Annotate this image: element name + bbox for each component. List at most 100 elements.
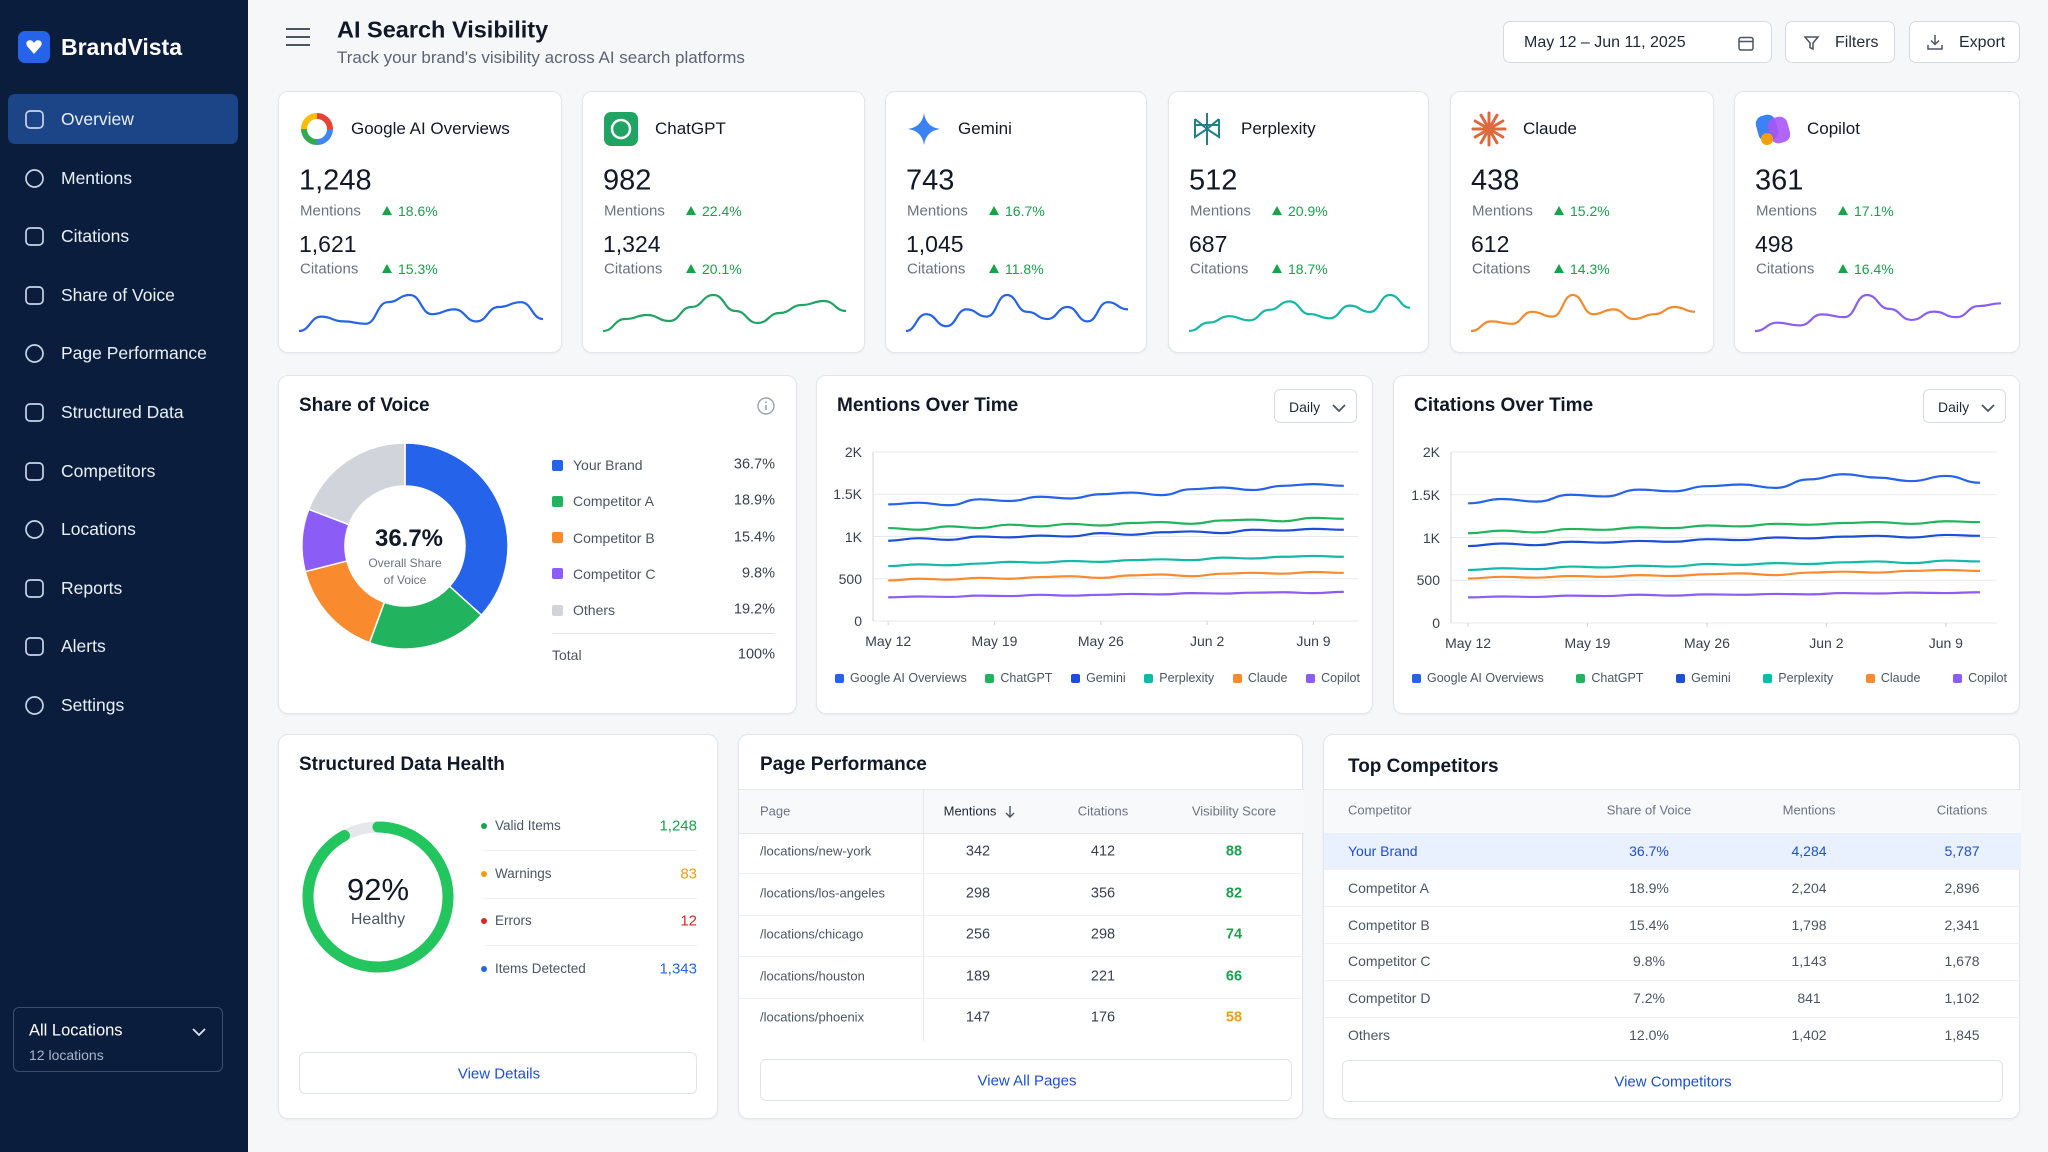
legend-item: Claude: [1865, 671, 1920, 685]
legend-swatch: [552, 459, 563, 471]
view-competitors-button[interactable]: View Competitors: [1342, 1060, 2003, 1102]
date-range-button[interactable]: May 12 – Jun 11, 2025: [1503, 21, 1772, 63]
icon-shape: [757, 397, 775, 415]
legend-swatch: [1763, 673, 1773, 683]
mentions-label: Mentions: [604, 202, 665, 220]
nav-item[interactable]: Citations: [8, 211, 238, 261]
nav-item[interactable]: Reports: [8, 563, 238, 613]
export-button[interactable]: Export: [1909, 21, 2020, 63]
citations-change: 11.8%: [1005, 260, 1044, 277]
filters-button[interactable]: Filters: [1785, 21, 1895, 63]
item-bullet: [481, 966, 487, 973]
info-icon: [757, 397, 775, 415]
triangle: [382, 264, 392, 273]
triangle: [1554, 206, 1564, 215]
mentions-change: 15.2%: [1570, 202, 1610, 219]
legend-value: 36.7%: [733, 456, 775, 473]
view-all-pages-button[interactable]: View All Pages: [760, 1059, 1292, 1101]
nav-label: Mentions: [61, 167, 133, 188]
nav-item[interactable]: Share of Voice: [8, 270, 238, 320]
legend-item: ChatGPT: [985, 671, 1052, 685]
divider: [484, 945, 697, 947]
logo-mark: [26, 40, 42, 54]
icon-shape: [1761, 133, 1773, 145]
series-line: [888, 554, 1344, 568]
legend-label: Google AI Overviews: [1427, 671, 1544, 685]
mentions-change: 20.9%: [1288, 202, 1328, 219]
series-line: [888, 590, 1344, 599]
legend-label: Gemini: [1086, 671, 1126, 685]
up-arrow: [382, 264, 392, 273]
up-arrow: [1554, 264, 1564, 273]
sparkline-line: [298, 293, 544, 333]
platform-name: Gemini: [958, 119, 1012, 139]
mentions-value: 512: [1189, 164, 1238, 197]
sparkline: [1188, 293, 1411, 333]
nav-icon: [25, 696, 44, 715]
table-cell: Competitor D: [1348, 990, 1431, 1007]
calendar-icon: [1738, 36, 1754, 51]
nav-item[interactable]: Competitors: [8, 446, 238, 496]
card-title: Share of Voice: [299, 395, 430, 417]
nav-icon: [25, 578, 44, 598]
card-title: Top Competitors: [1348, 756, 1499, 778]
table-cell: 74: [1225, 926, 1243, 943]
period-dropdown[interactable]: Daily: [1923, 389, 2006, 423]
mentions-change: 22.4%: [702, 202, 742, 219]
platform-name: Perplexity: [1241, 119, 1316, 139]
item-value: 83: [680, 865, 697, 883]
nav-item[interactable]: Mentions: [8, 153, 238, 203]
nav-icon: [25, 110, 44, 129]
filters-label: Filters: [1835, 33, 1879, 51]
nav-item[interactable]: Settings: [8, 680, 238, 730]
triangle: [1838, 206, 1848, 215]
donut-segment: [307, 442, 406, 526]
gauge-arc: [302, 821, 454, 973]
table-cell: 189: [965, 968, 991, 985]
legend-label: Competitor B: [573, 529, 655, 546]
view-details-button[interactable]: View Details: [299, 1052, 697, 1094]
nav-icon: [25, 285, 44, 305]
legend-swatch: [1232, 673, 1242, 683]
menu-icon: [286, 28, 310, 46]
logo-icon: [18, 31, 50, 63]
table-cell: 88: [1225, 843, 1243, 860]
top-competitors-card: Top Competitors Competitor Share of Voice M…: [1323, 734, 2021, 1119]
nav-label: Citations: [61, 226, 130, 247]
x-tick-label: May 19: [971, 632, 1018, 649]
nav-item[interactable]: Locations: [8, 504, 238, 554]
period-label: Daily: [1289, 398, 1321, 415]
citations-value: 498: [1755, 230, 1794, 257]
chevron-icon: [1981, 404, 1995, 413]
nav-item[interactable]: Overview: [8, 94, 238, 144]
y-tick-label: 1K: [1422, 529, 1440, 546]
donut-segment: [404, 442, 509, 617]
location-selector[interactable]: All Locations 12 locations: [13, 1007, 223, 1072]
legend-swatch: [1576, 673, 1586, 683]
table-cell: 298: [965, 885, 991, 902]
citations-label: Citations: [1756, 260, 1815, 278]
legend-value: 18.9%: [733, 492, 775, 509]
triangle: [686, 264, 696, 273]
series-line: [1468, 520, 1980, 535]
nav-item[interactable]: Structured Data: [8, 387, 238, 437]
total-label: Total: [552, 646, 582, 663]
legend-value: 19.2%: [733, 601, 775, 618]
highlight-row: [1324, 833, 2021, 870]
nav-item[interactable]: Alerts: [8, 621, 238, 671]
period-dropdown[interactable]: Daily: [1274, 389, 1357, 423]
table-cell: Your Brand: [1348, 842, 1418, 859]
y-tick-label: 1K: [844, 528, 862, 545]
table-cell: 5,787: [1944, 842, 1980, 859]
export-label: Export: [1959, 33, 2006, 51]
gauge-status: Healthy: [350, 910, 406, 928]
legend-item: Gemini: [1676, 671, 1731, 685]
row-divider: [739, 914, 1304, 916]
divider: [484, 850, 697, 851]
legend-swatch: [552, 495, 563, 507]
nav-item[interactable]: Page Performance: [8, 328, 238, 378]
table-cell: 221: [1090, 968, 1116, 985]
legend-label: Competitor A: [573, 493, 654, 510]
mentions-label: Mentions: [1756, 202, 1817, 220]
sort-icon: [1005, 806, 1015, 818]
